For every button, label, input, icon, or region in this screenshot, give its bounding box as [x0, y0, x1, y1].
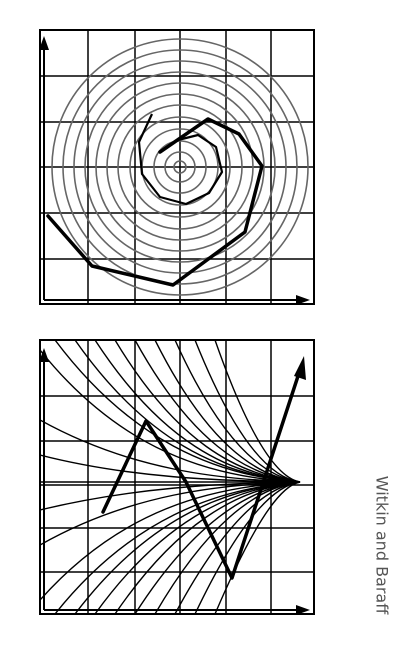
top-axes — [43, 46, 298, 301]
bottom-path-arrowhead — [294, 356, 306, 380]
credit-label: Witkin and Baraff — [372, 475, 392, 615]
bottom-figure — [39, 339, 315, 615]
top-x-axis-arrowhead — [296, 295, 310, 305]
top-inner-spiral-path — [137, 113, 224, 206]
top-grid — [40, 30, 314, 304]
top-figure — [39, 29, 315, 305]
top-contours — [51, 38, 309, 296]
bottom-frame — [39, 339, 315, 615]
bottom-y-axis-arrowhead — [39, 348, 49, 362]
top-outer-descent-path — [46, 117, 264, 287]
bottom-x-axis-arrowhead — [296, 605, 310, 615]
bottom-zigzag-divergent-path — [101, 368, 302, 580]
bottom-flow-curves — [40, 340, 301, 614]
bottom-axes — [43, 360, 298, 611]
top-y-axis-arrowhead — [39, 36, 49, 50]
